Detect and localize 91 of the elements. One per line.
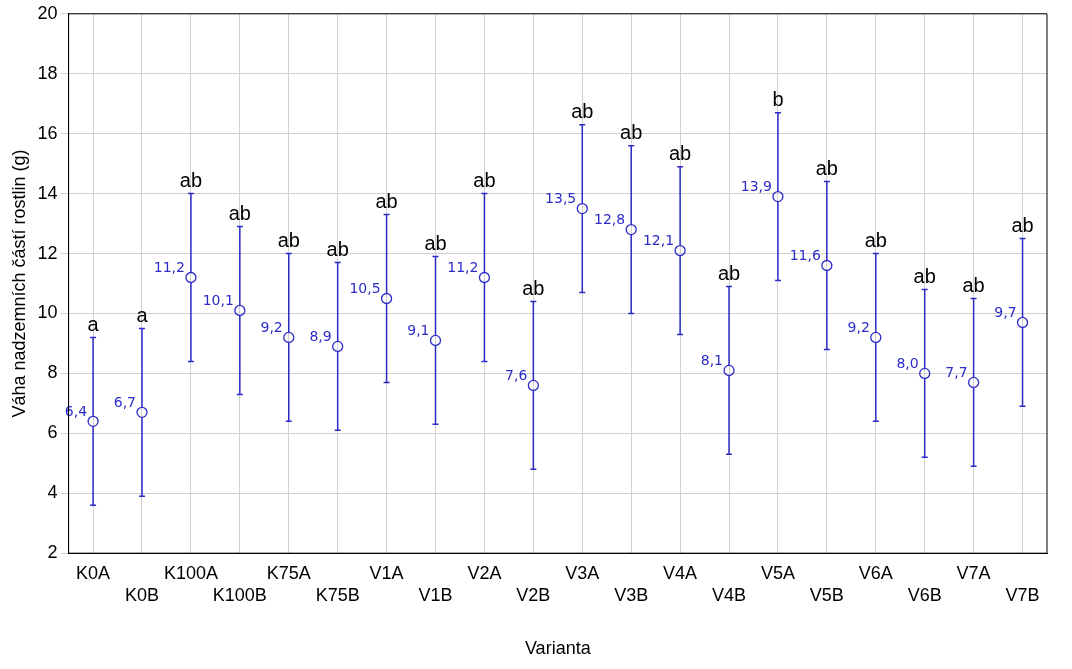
- x-tick-label: K75A: [266, 562, 311, 583]
- data-label: 9,2: [260, 319, 283, 336]
- data-label: 9,7: [994, 304, 1017, 321]
- annotation: ab: [424, 232, 447, 255]
- x-tick-label: V4A: [663, 562, 698, 583]
- y-tick-label: 20: [37, 2, 58, 23]
- data-label: 6,7: [113, 394, 136, 410]
- annotation: ab: [913, 265, 936, 288]
- x-tick-label: V5A: [760, 562, 795, 583]
- data-label: 9,2: [847, 319, 870, 336]
- point: [1016, 316, 1029, 329]
- point: [429, 334, 442, 347]
- annotation: ab: [620, 121, 643, 144]
- x-tick-label: V3A: [565, 562, 600, 583]
- data-label: 11,2: [447, 259, 479, 276]
- y-tick-label: 6: [47, 422, 58, 443]
- y-tick-label: 2: [47, 542, 58, 563]
- point: [527, 379, 539, 392]
- x-tick-label: V6B: [907, 584, 942, 605]
- annotation: ab: [864, 229, 887, 252]
- x-tick-label: V3B: [614, 584, 649, 605]
- point: [576, 202, 588, 215]
- point: [380, 292, 393, 305]
- data-label: 13,9: [740, 178, 772, 195]
- x-tick-label: V6A: [858, 562, 893, 583]
- point: [967, 376, 980, 389]
- annotation: b: [772, 88, 784, 111]
- annotation: ab: [375, 190, 398, 213]
- data-label: 10,1: [202, 292, 234, 309]
- annotation: ab: [522, 277, 545, 299]
- y-axis-title: Váha nadzemních částí rostlin (g): [8, 149, 29, 418]
- y-tick-label: 8: [47, 362, 58, 383]
- x-tick-label: V1B: [418, 584, 453, 605]
- x-tick-label: V1A: [369, 562, 404, 583]
- data-label: 12,1: [642, 232, 675, 249]
- x-tick-label: K0B: [124, 584, 160, 605]
- x-tick-label: K100B: [212, 584, 267, 605]
- x-tick-label: V7A: [956, 562, 991, 583]
- data-label: 8,9: [309, 328, 332, 345]
- data-label: 11,6: [789, 247, 821, 264]
- point: [625, 223, 637, 236]
- annotation: ab: [277, 229, 300, 252]
- x-tick-label: K75B: [315, 584, 360, 605]
- annotation: ab: [571, 100, 594, 123]
- annotation: ab: [717, 262, 741, 285]
- y-tick-label: 18: [37, 62, 58, 83]
- data-label: 7,6: [505, 367, 528, 384]
- annotation: ab: [815, 157, 838, 180]
- annotation: a: [87, 312, 100, 335]
- annotation: ab: [962, 274, 985, 296]
- data-label: 9,1: [407, 322, 430, 339]
- x-tick-label: V5B: [809, 584, 844, 605]
- x-tick-label: V7B: [1005, 584, 1040, 605]
- data-label: 13,5: [545, 190, 577, 207]
- point: [870, 331, 882, 344]
- point: [674, 244, 686, 257]
- point: [478, 271, 491, 284]
- annotation: ab: [473, 169, 496, 192]
- point: [185, 271, 197, 284]
- point: [772, 190, 784, 203]
- point: [87, 415, 99, 427]
- data-label: 11,2: [153, 259, 185, 276]
- point: [723, 364, 735, 377]
- annotation: a: [136, 303, 149, 326]
- y-tick-label: 14: [37, 182, 58, 203]
- annotation: ab: [668, 142, 692, 165]
- data-label: 10,5: [349, 280, 381, 297]
- annotation: ab: [228, 202, 251, 225]
- annotation: ab: [179, 169, 203, 192]
- y-tick-label: 16: [37, 122, 58, 143]
- data-label: 12,8: [594, 211, 626, 228]
- annotation: ab: [326, 238, 349, 261]
- point: [332, 340, 344, 353]
- point: [136, 406, 148, 419]
- y-tick-label: 12: [37, 242, 58, 263]
- x-tick-label: K0A: [76, 562, 111, 583]
- x-axis-title: Varianta: [524, 638, 592, 659]
- data-label: 8,0: [896, 355, 919, 372]
- y-tick-label: 10: [37, 302, 58, 323]
- x-tick-label: V2B: [516, 584, 551, 605]
- x-tick-label: V2A: [467, 562, 502, 583]
- y-tick-label: 4: [47, 482, 58, 503]
- x-tick-label: K100A: [163, 562, 218, 583]
- point: [283, 331, 295, 344]
- point: [234, 304, 246, 317]
- data-label: 8,1: [700, 352, 724, 369]
- point: [821, 259, 833, 272]
- annotation: ab: [1011, 214, 1034, 237]
- point: [919, 367, 931, 380]
- x-tick-label: V4B: [712, 584, 747, 605]
- data-label: 7,7: [945, 364, 968, 381]
